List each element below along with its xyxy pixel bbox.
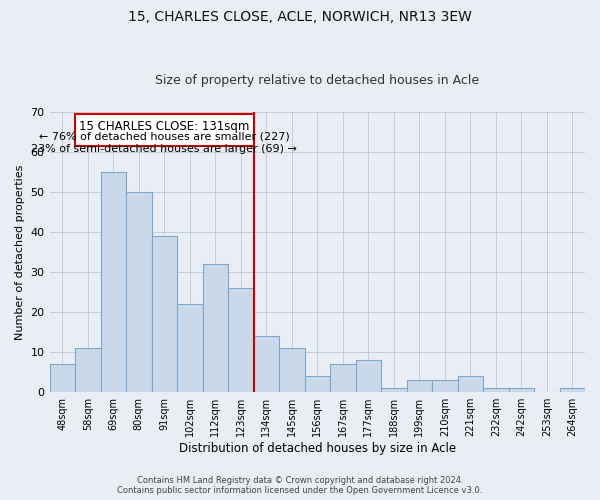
Bar [177,304,203,392]
Bar [458,376,483,392]
Text: Contains HM Land Registry data © Crown copyright and database right 2024.
Contai: Contains HM Land Registry data © Crown c… [118,476,482,495]
Text: 23% of semi-detached houses are larger (69) →: 23% of semi-detached houses are larger (… [31,144,297,154]
Bar [228,288,254,392]
Bar [483,388,509,392]
Title: Size of property relative to detached houses in Acle: Size of property relative to detached ho… [155,74,479,87]
Bar [152,236,177,392]
Bar [381,388,407,392]
Text: ← 76% of detached houses are smaller (227): ← 76% of detached houses are smaller (22… [39,132,290,142]
Bar [330,364,356,392]
X-axis label: Distribution of detached houses by size in Acle: Distribution of detached houses by size … [179,442,456,455]
Bar [203,264,228,392]
Bar [126,192,152,392]
Text: 15, CHARLES CLOSE, ACLE, NORWICH, NR13 3EW: 15, CHARLES CLOSE, ACLE, NORWICH, NR13 3… [128,10,472,24]
Bar [509,388,534,392]
Bar [560,388,585,392]
FancyBboxPatch shape [75,114,254,146]
Y-axis label: Number of detached properties: Number of detached properties [15,164,25,340]
Bar [305,376,330,392]
Bar [432,380,458,392]
Bar [101,172,126,392]
Text: 15 CHARLES CLOSE: 131sqm: 15 CHARLES CLOSE: 131sqm [79,120,250,133]
Bar [279,348,305,392]
Bar [407,380,432,392]
Bar [75,348,101,392]
Bar [356,360,381,392]
Bar [50,364,75,392]
Bar [254,336,279,392]
